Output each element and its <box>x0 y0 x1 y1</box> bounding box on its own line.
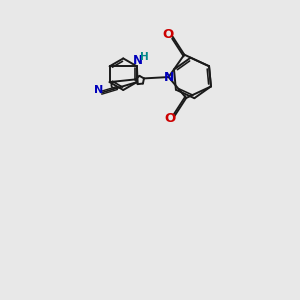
Text: O: O <box>164 112 176 125</box>
Text: N: N <box>133 54 142 67</box>
Text: N: N <box>164 70 174 83</box>
Text: C: C <box>110 81 117 91</box>
Text: O: O <box>163 28 174 41</box>
Text: H: H <box>140 52 149 62</box>
Text: N: N <box>94 85 103 95</box>
